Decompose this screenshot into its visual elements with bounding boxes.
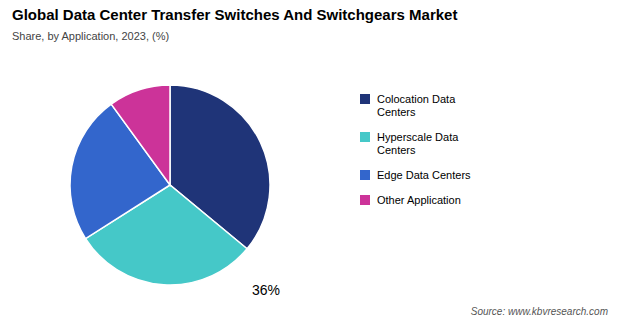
legend-label: Other Application	[377, 194, 461, 206]
legend-swatch	[360, 132, 370, 142]
annotation: 36%	[252, 282, 280, 298]
legend-label: Colocation DataCenters	[377, 93, 456, 118]
chart-root: Global Data Center Transfer Switches And…	[0, 0, 620, 322]
pie	[70, 85, 270, 285]
legend-item: Colocation DataCenters	[360, 93, 456, 118]
title: Global Data Center Transfer Switches And…	[12, 6, 457, 23]
legend-swatch	[360, 94, 370, 104]
legend-item: Other Application	[360, 194, 461, 206]
legend-label: Edge Data Centers	[377, 169, 471, 181]
legend-item: Hyperscale DataCenters	[360, 131, 459, 156]
legend: Colocation DataCenters Hyperscale DataCen…	[360, 93, 471, 206]
legend-item: Edge Data Centers	[360, 169, 471, 181]
subtitle: Share, by Application, 2023, (%)	[12, 30, 169, 42]
legend-swatch	[360, 170, 370, 180]
pie-slice	[111, 85, 170, 185]
legend-swatch	[360, 195, 370, 205]
legend-label: Hyperscale DataCenters	[377, 131, 459, 156]
source: Source: www.kbvresearch.com	[471, 306, 608, 317]
